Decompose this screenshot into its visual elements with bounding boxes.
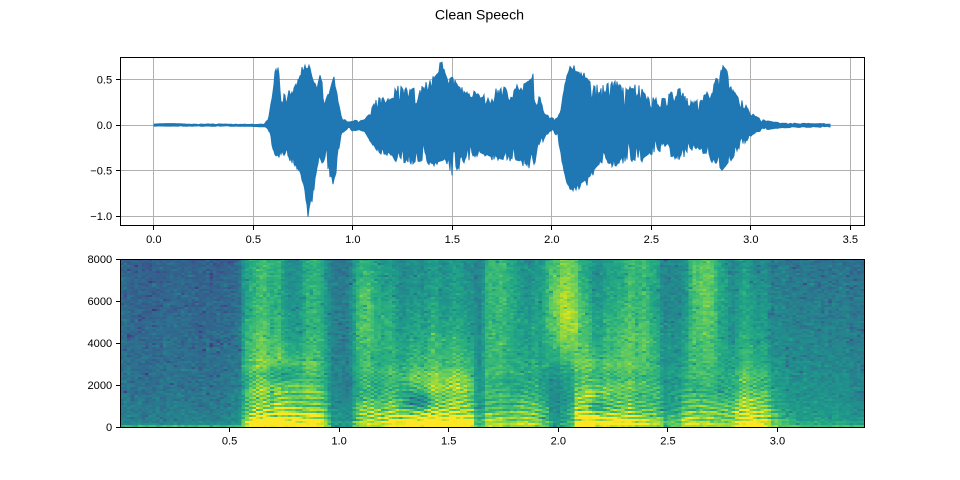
svg-text:−1.0: −1.0 xyxy=(90,211,112,223)
svg-text:3.5: 3.5 xyxy=(843,234,858,246)
svg-text:Clean Speech: Clean Speech xyxy=(435,7,524,23)
svg-text:1.0: 1.0 xyxy=(345,234,360,246)
svg-text:2.0: 2.0 xyxy=(544,234,559,246)
svg-text:1.0: 1.0 xyxy=(331,435,346,447)
svg-text:3.0: 3.0 xyxy=(770,435,785,447)
svg-text:2.0: 2.0 xyxy=(551,435,566,447)
svg-text:0.5: 0.5 xyxy=(97,75,112,87)
svg-text:0.5: 0.5 xyxy=(222,435,237,447)
svg-text:4000: 4000 xyxy=(88,338,113,350)
svg-text:3.0: 3.0 xyxy=(743,234,758,246)
svg-text:1.5: 1.5 xyxy=(441,435,456,447)
svg-text:0.0: 0.0 xyxy=(97,120,112,132)
svg-text:2.5: 2.5 xyxy=(644,234,659,246)
svg-text:0: 0 xyxy=(106,422,112,434)
svg-text:1.5: 1.5 xyxy=(445,234,460,246)
svg-text:0.0: 0.0 xyxy=(146,234,161,246)
svg-text:0.5: 0.5 xyxy=(246,234,261,246)
svg-text:2.5: 2.5 xyxy=(660,435,675,447)
svg-text:6000: 6000 xyxy=(88,296,113,308)
svg-text:2000: 2000 xyxy=(88,380,113,392)
svg-text:−0.5: −0.5 xyxy=(90,166,112,178)
svg-text:8000: 8000 xyxy=(88,254,113,266)
